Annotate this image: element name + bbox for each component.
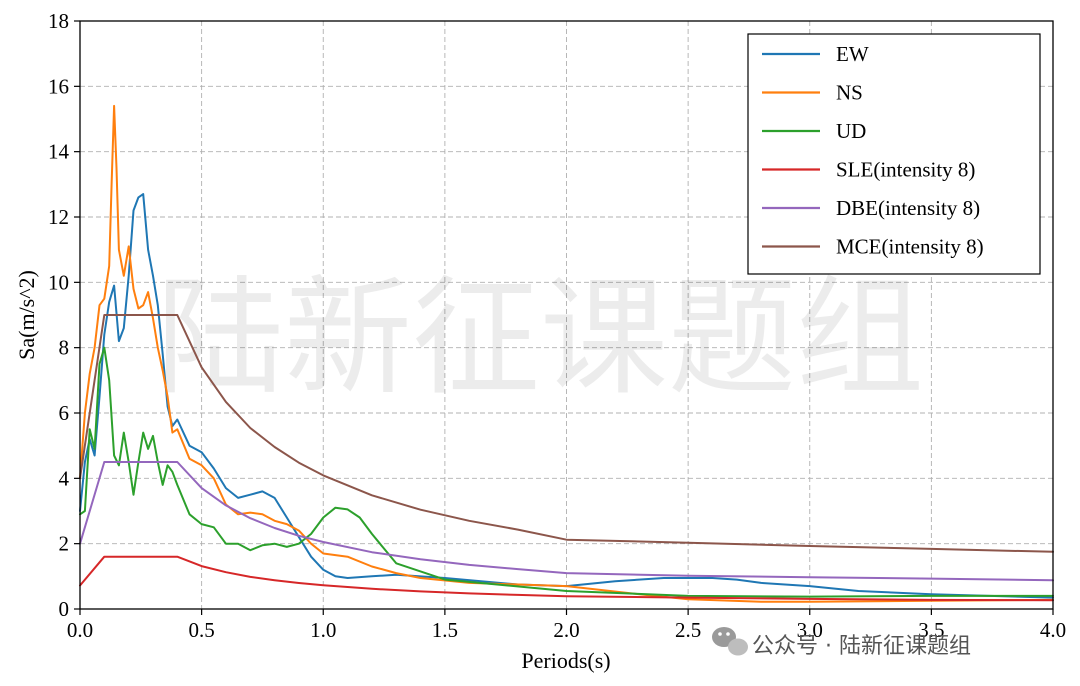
series-line-2 (79, 346, 1054, 598)
x-tick-label: 4.0 (1040, 618, 1066, 642)
legend-label: SLE(intensity 8) (836, 158, 975, 182)
series-line-4 (79, 461, 1054, 582)
y-axis-label: Sa(m/s^2) (14, 270, 39, 360)
y-tick-label: 10 (48, 270, 69, 294)
y-tick-label: 12 (48, 205, 69, 229)
legend-label: EW (836, 42, 869, 66)
legend-label: UD (836, 119, 866, 143)
y-tick-label: 6 (59, 401, 70, 425)
x-tick-label: 1.0 (310, 618, 336, 642)
x-tick-label: 2.0 (553, 618, 579, 642)
x-tick-label: 1.5 (432, 618, 458, 642)
wechat-footer-text: 公众号 · 陆新征课题组 (752, 634, 971, 659)
y-tick-label: 2 (59, 532, 70, 556)
y-tick-label: 14 (48, 140, 70, 164)
series-line-3 (79, 555, 1054, 602)
legend-label: NS (836, 81, 863, 105)
x-tick-label: 3.0 (797, 618, 823, 642)
legend-label: DBE(intensity 8) (836, 196, 980, 220)
legend: EW NS UD SLE(intensity 8) DBE(intensity 8) MC… (747, 33, 1041, 275)
wechat-footer: 公众号 · 陆新征课题组 (712, 627, 971, 659)
x-tick-label: 2.5 (675, 618, 701, 642)
series-lines (79, 104, 1054, 603)
series-line-1 (79, 104, 1054, 603)
x-axis-label: Periods(s) (521, 648, 610, 673)
y-tick-label: 18 (48, 9, 69, 33)
legend-box (747, 33, 1041, 275)
x-tick-label: 0.5 (189, 618, 215, 642)
watermark-text: 陆新征课题组 (156, 264, 924, 413)
y-tick-label: 4 (59, 466, 70, 490)
series-line-5 (79, 314, 1054, 553)
series-line-0 (79, 193, 1054, 599)
wechat-icon (712, 627, 748, 656)
x-tick-label: 0.0 (67, 618, 93, 642)
axis-ticks: 0.0 0.5 1.0 1.5 2.0 2.5 3.0 3.5 4.0 0 2 4 6 8 10 12 14 16… (48, 9, 1066, 642)
x-tick-label: 3.5 (918, 618, 944, 642)
y-tick-label: 0 (59, 597, 70, 621)
y-tick-label: 16 (48, 74, 69, 98)
legend-label: MCE(intensity 8) (836, 235, 984, 259)
y-tick-label: 8 (59, 336, 70, 360)
